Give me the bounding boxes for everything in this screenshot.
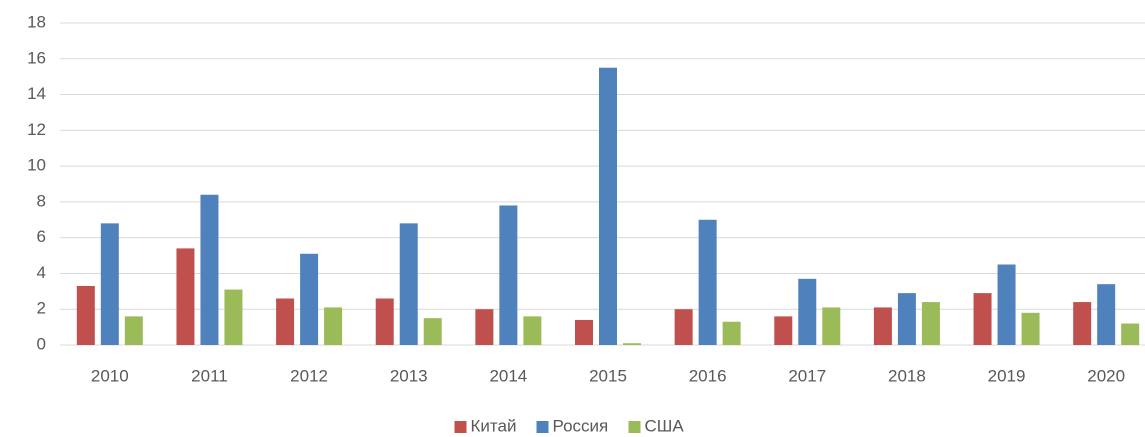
legend-swatch <box>536 421 549 433</box>
bar <box>873 307 892 345</box>
bar <box>100 223 119 345</box>
legend-label: Россия <box>553 416 609 435</box>
bar <box>76 285 95 345</box>
bar <box>324 307 343 345</box>
bar <box>623 343 641 345</box>
y-tick-label: 10 <box>27 156 46 175</box>
x-tick-label: 2010 <box>91 366 129 385</box>
y-tick-label: 2 <box>37 299 46 318</box>
x-tick-label: 2012 <box>290 366 328 385</box>
bar <box>997 264 1016 345</box>
x-tick-label: 2017 <box>788 366 826 385</box>
bar <box>897 293 916 345</box>
bar <box>822 307 841 345</box>
x-tick-label: 2016 <box>689 366 727 385</box>
legend-label: Китай <box>471 416 517 435</box>
bar <box>276 298 295 345</box>
bar <box>774 316 793 345</box>
x-tick-label: 2013 <box>390 366 428 385</box>
y-tick-label: 18 <box>27 12 46 31</box>
bar <box>499 205 518 345</box>
bar <box>375 298 394 345</box>
bar <box>423 318 442 345</box>
bar <box>399 223 418 345</box>
bar <box>722 321 741 345</box>
y-tick-label: 6 <box>37 227 46 246</box>
bar <box>1073 302 1092 345</box>
y-tick-label: 4 <box>37 263 46 282</box>
legend-label: США <box>645 416 685 435</box>
bar <box>599 67 617 345</box>
bar <box>200 194 219 345</box>
bar <box>523 316 542 345</box>
y-tick-label: 0 <box>37 334 46 353</box>
legend-swatch <box>454 421 467 433</box>
x-tick-label: 2018 <box>888 366 926 385</box>
bar <box>475 309 494 345</box>
y-tick-label: 14 <box>27 84 46 103</box>
y-tick-label: 8 <box>37 191 46 210</box>
x-tick-label: 2019 <box>988 366 1026 385</box>
bar <box>1121 323 1140 345</box>
x-tick-label: 2011 <box>191 366 228 385</box>
bar <box>176 248 195 345</box>
legend-swatch <box>628 421 641 433</box>
x-tick-label: 2014 <box>489 366 527 385</box>
bar <box>698 219 717 345</box>
y-tick-label: 16 <box>27 48 46 67</box>
bar <box>575 319 593 345</box>
bar <box>124 316 143 345</box>
y-tick-label: 12 <box>27 120 46 139</box>
x-tick-label: 2015 <box>589 366 627 385</box>
bar <box>300 253 319 345</box>
bar <box>674 309 693 345</box>
x-tick-label: 2020 <box>1087 366 1125 385</box>
bar <box>798 278 817 345</box>
bar <box>973 293 992 345</box>
bar <box>224 289 243 345</box>
bar <box>1097 284 1116 345</box>
bar <box>1021 312 1040 345</box>
bar <box>921 302 940 345</box>
